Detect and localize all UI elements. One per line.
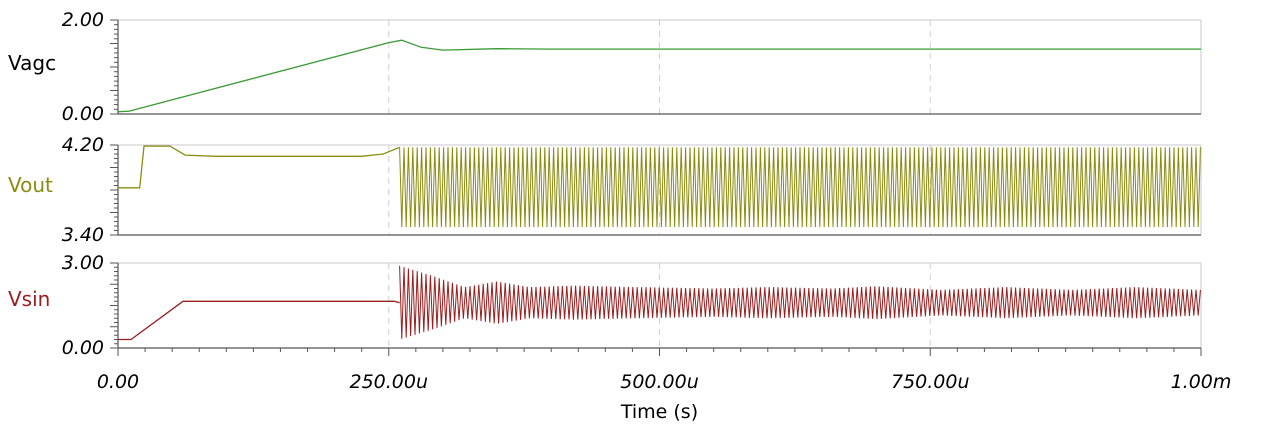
series-line-vsin bbox=[118, 300, 400, 341]
series-oscillation-vout bbox=[399, 147, 1201, 228]
trace-name-vagc: Vagc bbox=[8, 51, 56, 75]
y-tick-label-bottom: 0.00 bbox=[62, 103, 104, 125]
trace-name-vsin: Vsin bbox=[8, 287, 50, 311]
x-tick-label: 1.00m bbox=[1171, 371, 1232, 393]
y-tick-label-bottom: 3.40 bbox=[62, 224, 104, 246]
x-tick-label: 250.00u bbox=[349, 371, 428, 393]
trace-name-vout: Vout bbox=[8, 173, 53, 197]
x-tick-label: 750.00u bbox=[891, 371, 970, 393]
series-oscillation-vsin bbox=[399, 265, 1201, 339]
y-tick-label-bottom: 0.00 bbox=[62, 337, 104, 359]
x-tick-label: 500.00u bbox=[620, 371, 699, 393]
y-tick-label-top: 4.20 bbox=[62, 134, 104, 156]
x-axis-label: Time (s) bbox=[620, 401, 698, 423]
y-tick-label-top: 2.00 bbox=[62, 9, 104, 31]
y-tick-label-top: 3.00 bbox=[62, 252, 104, 274]
series-line-vout bbox=[118, 145, 400, 189]
series-line-vagc bbox=[117, 39, 1201, 113]
x-tick-label: 0.00 bbox=[97, 371, 139, 393]
